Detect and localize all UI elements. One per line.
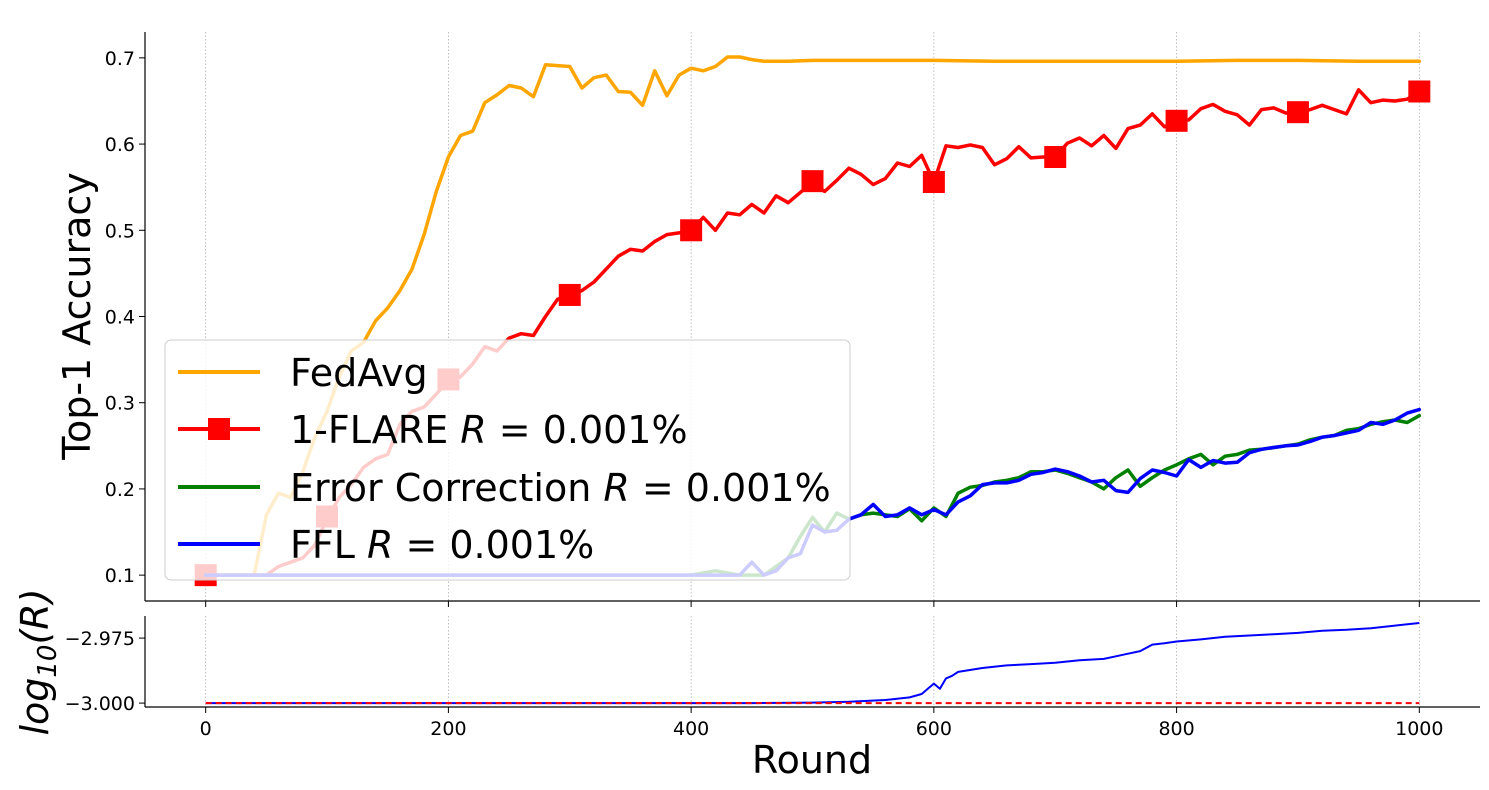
legend-label-ffl: FFL R = 0.001% — [290, 523, 594, 567]
top-y-tick-label: 0.1 — [105, 565, 135, 587]
x-tick-label: 0 — [200, 718, 212, 740]
legend-label-error-correction: Error Correction R = 0.001% — [290, 466, 831, 510]
flare-marker — [1408, 80, 1431, 103]
top-y-tick-label: 0.6 — [105, 134, 135, 156]
bottom-axes — [144, 616, 1480, 708]
top-y-tick-label: 0.5 — [105, 220, 135, 242]
x-tick-label: 200 — [430, 718, 466, 740]
top-y-tick-label: 0.4 — [105, 307, 135, 329]
top-y-tick-label: 0.3 — [105, 393, 135, 415]
x-tick-label: 800 — [1158, 718, 1194, 740]
top-y-tick-label: 0.7 — [105, 48, 135, 70]
log-r-line — [205, 622, 1420, 705]
legend-box — [164, 339, 851, 581]
legend: FedAvg 1-FLARE R = 0.001% Error Correcti… — [164, 339, 851, 581]
flare-marker — [801, 170, 824, 193]
bottom-y-tick-label: −3.000 — [65, 693, 135, 715]
bottom-y-axis-label-main: log — [13, 678, 57, 736]
bottom-y-tick-label: −2.975 — [65, 628, 135, 650]
x-tick-label: 600 — [916, 718, 952, 740]
bottom-y-axis-label-sub: 10 — [33, 645, 63, 678]
flare-marker — [1165, 109, 1188, 132]
flare-marker — [680, 219, 703, 242]
bottom-x-ticks: 0 200 400 600 800 1000 — [200, 707, 1443, 740]
bottom-y-ticks: −3.000 −2.975 — [65, 628, 145, 715]
flare-marker — [1286, 101, 1309, 124]
flare-marker — [1044, 146, 1067, 169]
bottom-y-axis-label: log10(R) — [13, 588, 63, 735]
flare-marker — [922, 171, 945, 194]
legend-label-fedavg: FedAvg — [290, 351, 428, 395]
top-y-axis-label: Top-1 Accuracy — [55, 172, 99, 461]
bottom-grid — [205, 616, 1420, 707]
top-y-tick-label: 0.2 — [105, 479, 135, 501]
x-tick-label: 400 — [673, 718, 709, 740]
bottom-y-axis-label-tail: (R) — [13, 588, 57, 644]
x-tick-label: 1000 — [1395, 718, 1443, 740]
x-axis-label: Round — [752, 738, 872, 782]
bottom-series-lines — [205, 622, 1420, 705]
legend-marker-flare — [208, 418, 230, 440]
flare-marker — [558, 283, 581, 306]
top-grid — [205, 32, 1420, 601]
top-y-ticks: 0.1 0.2 0.3 0.4 0.5 0.6 0.7 — [105, 48, 1420, 607]
legend-label-flare: 1-FLARE R = 0.001% — [290, 408, 688, 452]
